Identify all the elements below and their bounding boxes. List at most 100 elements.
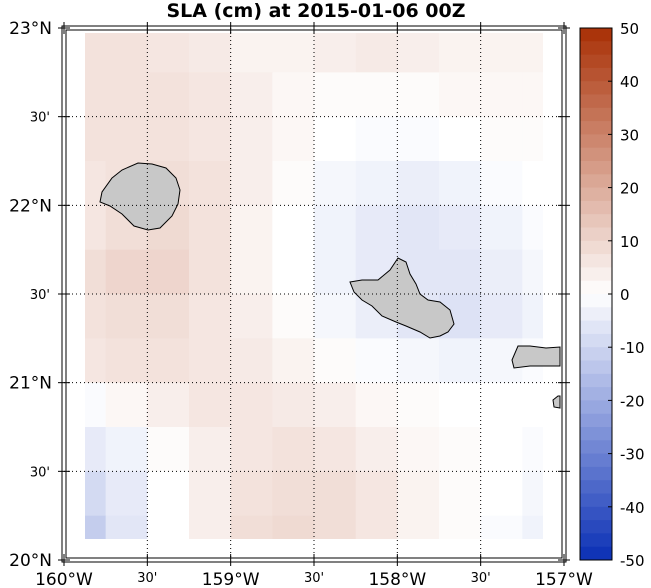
heatmap-cell — [480, 427, 523, 472]
heatmap-cell — [189, 161, 232, 206]
colorbar-swatch — [580, 533, 612, 548]
heatmap-cell — [189, 294, 232, 339]
colorbar-swatch — [580, 107, 612, 122]
colorbar-swatch — [580, 200, 612, 215]
heatmap-cell — [480, 382, 523, 428]
heatmap-cell — [355, 338, 398, 384]
heatmap-cell — [272, 116, 315, 162]
heatmap-cell — [522, 471, 543, 517]
colorbar-swatch — [580, 41, 612, 56]
x-tick-label: 30' — [471, 571, 491, 586]
colorbar-swatch — [580, 121, 612, 135]
heatmap-cell — [480, 116, 523, 162]
heatmap-cell — [85, 33, 107, 73]
heatmap-cell — [105, 294, 148, 339]
heatmap-cell — [480, 249, 523, 295]
heatmap-cell — [230, 471, 273, 517]
heatmap-cell — [355, 382, 398, 428]
colorbar-swatch — [580, 161, 612, 175]
heatmap-cell — [189, 249, 232, 295]
colorbar-swatch — [580, 506, 612, 521]
heatmap-cell — [272, 338, 315, 384]
heatmap-cell — [230, 338, 273, 384]
heatmap-cell — [397, 382, 440, 428]
island-fragment — [552, 395, 561, 409]
heatmap-cell — [272, 382, 315, 428]
colorbar-tick-label: 40 — [620, 73, 639, 91]
heatmap-cell — [522, 72, 543, 118]
heatmap-cell — [230, 382, 273, 428]
heatmap-cell — [147, 427, 190, 472]
heatmap-cell — [355, 471, 398, 517]
colorbar-tick-label: -30 — [620, 446, 645, 464]
heatmap-cell — [272, 33, 315, 73]
colorbar-swatch — [580, 94, 612, 109]
heatmap-cell — [85, 161, 107, 206]
heatmap-cell — [85, 72, 107, 118]
y-tick-label: 20°N — [9, 551, 52, 571]
heatmap-cell — [397, 427, 440, 472]
heatmap-cell — [480, 72, 523, 118]
colorbar-tick-label: 30 — [620, 126, 639, 144]
heatmap-cell — [314, 72, 357, 118]
colorbar-swatch — [580, 466, 612, 481]
heatmap-cell — [147, 515, 190, 539]
colorbar-tick-label: 20 — [620, 180, 639, 198]
heatmap-cell — [105, 33, 148, 73]
colorbar-swatch — [580, 400, 612, 415]
y-tick-label: 23°N — [9, 19, 52, 39]
island-oahu — [349, 257, 455, 339]
colorbar-swatch — [580, 347, 612, 361]
heatmap-cell — [314, 294, 357, 339]
heatmap-cell — [272, 161, 315, 206]
heatmap-cell — [85, 427, 107, 472]
heatmap-cell — [85, 294, 107, 339]
colorbar-tick-label: -40 — [620, 499, 645, 517]
heatmap-cell — [147, 33, 190, 73]
heatmap-cell — [314, 471, 357, 517]
heatmap-cell — [85, 249, 107, 295]
heatmap-cell — [85, 116, 107, 162]
colorbar-swatch — [580, 147, 612, 162]
island-molokai — [511, 345, 561, 369]
heatmap-cell — [439, 205, 482, 251]
heatmap-cell — [355, 116, 398, 162]
colorbar-swatch — [580, 520, 612, 534]
heatmap-cell — [189, 382, 232, 428]
heatmap-cell — [272, 427, 315, 472]
heatmap-cell — [314, 33, 357, 73]
heatmap-cell — [189, 338, 232, 384]
heatmap-cell — [272, 471, 315, 517]
heatmap-cell — [147, 471, 190, 517]
heatmap-cell — [105, 427, 148, 472]
heatmap-cell — [355, 205, 398, 251]
heatmap-cell — [85, 382, 107, 428]
heatmap-cell — [314, 205, 357, 251]
heatmap-cell — [85, 471, 107, 517]
heatmap-cell — [230, 116, 273, 162]
heatmap-cell — [355, 427, 398, 472]
heatmap-cell — [522, 382, 543, 428]
heatmap-cell — [230, 515, 273, 539]
heatmap-cell — [230, 294, 273, 339]
heatmap-cell — [230, 249, 273, 295]
heatmap-cell — [397, 338, 440, 384]
heatmap-cell — [439, 338, 482, 384]
heatmap-cell — [85, 338, 107, 384]
colorbar-swatch — [580, 280, 612, 295]
heatmap-cell — [230, 72, 273, 118]
heatmap-cell — [272, 294, 315, 339]
heatmap-cell — [522, 515, 543, 539]
colorbar-tick-label: -50 — [620, 552, 645, 570]
heatmap-cell — [314, 515, 357, 539]
y-tick-label: 30' — [30, 288, 50, 303]
y-tick-label: 22°N — [9, 196, 52, 216]
heatmap-cell — [105, 382, 148, 428]
heatmap-cell — [439, 249, 482, 295]
colorbar-swatch — [580, 174, 612, 189]
heatmap-cell — [439, 382, 482, 428]
x-tick-label: 157°W — [535, 570, 593, 588]
axis-ticks: 160°W 30' 159°W 30' 158°W 30' 157°W 23°N 30' 22°N… — [9, 19, 593, 588]
colorbar-swatch — [580, 307, 612, 322]
